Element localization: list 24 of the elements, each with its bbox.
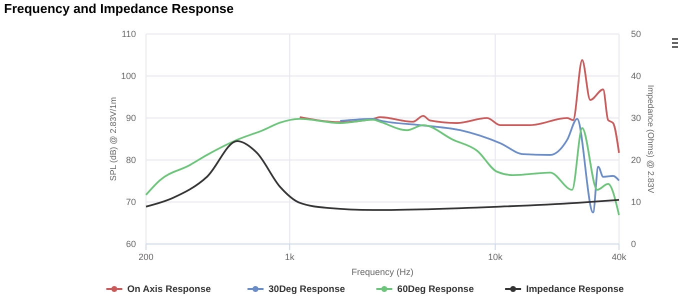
- legend-label: 60Deg Response: [397, 284, 474, 295]
- chart-title: Frequency and Impedance Response: [4, 1, 234, 16]
- y2-tick-label: 30: [631, 113, 642, 123]
- y2-tick-label: 10: [631, 197, 642, 207]
- y2-tick-label: 0: [631, 239, 636, 249]
- x-tick-label: 1k: [284, 252, 295, 262]
- y-tick-label: 100: [120, 71, 136, 81]
- y-tick-label: 90: [126, 113, 136, 123]
- y2-axis-title: Impedance (Ohms) @ 2.83V: [646, 84, 656, 194]
- y2-tick-label: 50: [631, 29, 642, 39]
- x-tick-label: 40k: [612, 252, 627, 262]
- y-axis-title: SPL (dB) @ 2.83V/1m: [108, 97, 118, 181]
- y-tick-label: 80: [126, 155, 136, 165]
- y2-tick-label: 20: [631, 155, 642, 165]
- legend-label: 30Deg Response: [268, 284, 346, 295]
- x-tick-label: 10k: [488, 252, 503, 262]
- legend-label: Impedance Response: [526, 284, 624, 295]
- x-tick-label: 200: [138, 252, 154, 262]
- y-tick-label: 110: [122, 29, 136, 39]
- legend-label: On Axis Response: [127, 284, 211, 295]
- y-tick-label: 70: [126, 197, 136, 207]
- y-tick-label: 60: [126, 239, 136, 249]
- x-axis-title: Frequency (Hz): [351, 267, 414, 277]
- y2-tick-label: 40: [631, 71, 642, 81]
